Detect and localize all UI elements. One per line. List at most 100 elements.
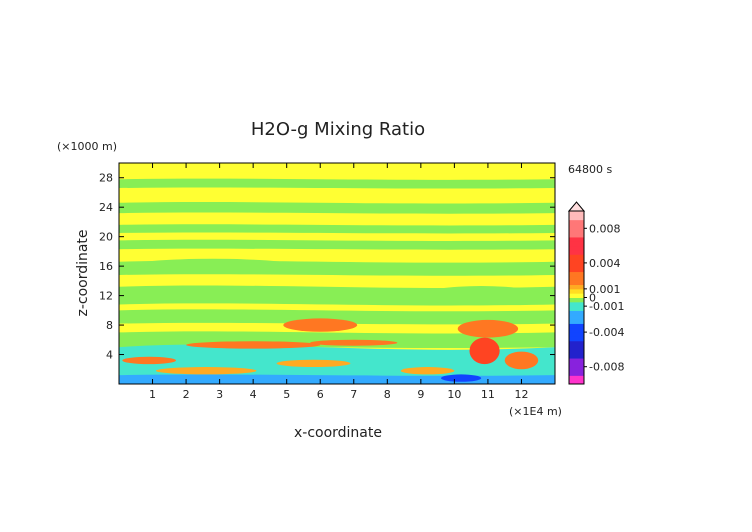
colorbar-segment	[569, 232, 584, 238]
colorbar-segment	[569, 288, 584, 294]
colorbar-segment	[569, 223, 584, 229]
colorbar-segment	[569, 236, 584, 242]
colorbar-segment	[569, 267, 584, 273]
colorbar-segment	[569, 249, 584, 255]
colorbar-segment	[569, 293, 584, 298]
heatmap-cell	[504, 351, 539, 370]
colorbar-segment	[569, 310, 584, 316]
y-tick-label: 12	[99, 290, 113, 303]
x-tick-label: 5	[283, 388, 290, 401]
heatmap-cell	[129, 258, 297, 274]
heatmap-cell	[469, 337, 500, 365]
colorbar-segment	[569, 332, 584, 337]
y-axis-label: z-coordinate	[75, 229, 91, 316]
colorbar-segment	[569, 271, 584, 277]
heatmap-band	[119, 374, 555, 384]
x-unit-label: (×1E4 m)	[509, 405, 562, 418]
colorbar-segment	[569, 280, 584, 286]
colorbar-segment	[569, 297, 584, 303]
heatmap-band	[119, 163, 555, 174]
heatmap-cell	[122, 356, 177, 365]
x-tick-label: 7	[350, 388, 357, 401]
time-label: 64800 s	[568, 163, 612, 176]
x-tick-label: 8	[384, 388, 391, 401]
colorbar-segment	[569, 275, 584, 281]
heatmap-cell	[400, 367, 455, 375]
colorbar-segment	[569, 327, 584, 333]
y-tick-label: 28	[99, 172, 113, 185]
colorbar-segment	[569, 379, 584, 385]
colorbar-segment	[569, 301, 584, 307]
colorbar-segment	[569, 219, 584, 225]
heatmap-cell	[457, 319, 519, 338]
heatmap-band	[119, 239, 555, 250]
colorbar-tick-label: 0.008	[589, 222, 621, 235]
x-tick-label: 2	[183, 388, 190, 401]
colorbar-segment	[569, 336, 584, 342]
colorbar-segment	[569, 258, 584, 264]
colorbar-tick-label: 0.004	[589, 257, 621, 270]
colorbar-segment	[569, 323, 584, 329]
colorbar-segment	[569, 340, 584, 346]
heatmap-cell	[350, 376, 391, 383]
colorbar-segment	[569, 358, 584, 363]
colorbar-segment	[569, 241, 584, 247]
colorbar-segment	[569, 215, 584, 221]
colorbar-segment	[569, 284, 584, 290]
colorbar-tick-label: -0.008	[589, 361, 624, 374]
plot-frame	[118, 162, 556, 385]
heatmap-cell	[155, 367, 257, 375]
y-axis: 4 8 12 16 20 24 28	[99, 172, 555, 362]
heatmap-cell	[440, 374, 482, 382]
colorbar-segment	[569, 366, 584, 372]
x-axis-label: x-coordinate	[294, 425, 382, 441]
colorbar-segment	[569, 362, 584, 368]
colorbar-segment	[569, 211, 584, 216]
x-tick-label: 11	[481, 388, 495, 401]
colorbar-tick-label: 0.001	[589, 283, 621, 296]
y-tick-label: 16	[99, 260, 113, 273]
colorbar-segment	[569, 314, 584, 320]
x-tick-label: 3	[216, 388, 223, 401]
heatmap-band	[119, 202, 555, 214]
heatmap-band	[119, 224, 555, 234]
chart-title: H2O-g Mixing Ratio	[251, 119, 425, 140]
x-tick-label: 10	[447, 388, 461, 401]
colorbar-segment	[569, 345, 584, 350]
colorbar-segment	[569, 254, 584, 260]
colorbar-segment	[569, 245, 584, 251]
colorbar-segment	[569, 319, 584, 324]
colorbar-segment	[569, 262, 584, 268]
colorbar-tick-label: -0.001	[589, 300, 624, 313]
colorbar-segment	[569, 228, 584, 234]
colorbar-tick-label: 0	[589, 292, 596, 305]
colorbar-extension-arrow	[567, 201, 586, 212]
colorbar-tick-label: -0.004	[589, 326, 624, 339]
x-tick-label: 1	[149, 388, 156, 401]
heatmap-cell	[420, 286, 542, 306]
heatmap-cell	[310, 339, 398, 346]
heatmap-cell	[276, 359, 351, 368]
y-unit-label: (×1000 m)	[57, 140, 117, 153]
heatmap-cell	[283, 318, 358, 332]
x-tick-label: 12	[514, 388, 528, 401]
colorbar-segment	[569, 349, 584, 355]
colorbar-segment	[569, 375, 584, 381]
x-tick-label: 9	[417, 388, 424, 401]
plot-area	[119, 163, 555, 384]
x-tick-label: 6	[317, 388, 324, 401]
heatmap-band	[119, 309, 555, 325]
y-tick-label: 4	[106, 349, 113, 362]
colorbar-segment	[569, 353, 584, 359]
heatmap-band	[119, 178, 555, 189]
y-tick-label: 20	[99, 231, 113, 244]
x-axis: 1 2 3 4 5 6 7 8 9 10 11 12	[149, 163, 528, 401]
colorbar-segment	[569, 306, 584, 311]
colorbar-segment	[569, 371, 584, 376]
x-tick-label: 4	[250, 388, 257, 401]
y-tick-label: 24	[99, 201, 113, 214]
y-tick-label: 8	[106, 319, 113, 332]
heatmap-cell	[186, 341, 321, 349]
